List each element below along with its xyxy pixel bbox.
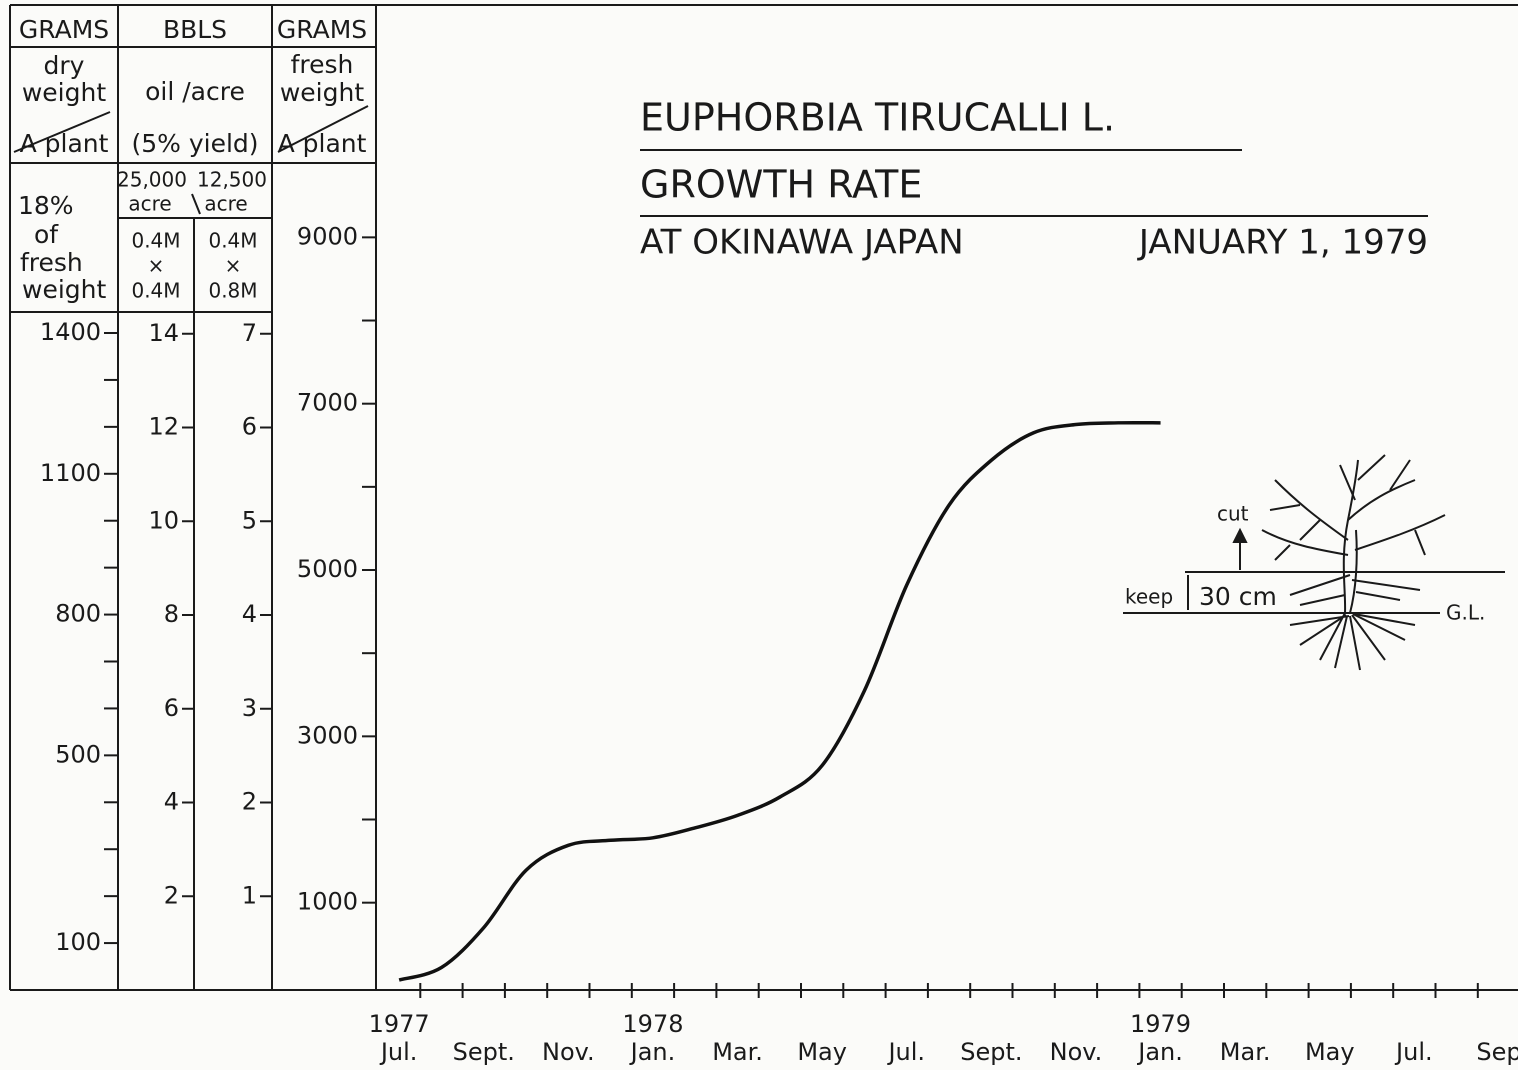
header: BBLS — [163, 15, 227, 44]
y-tick-label: 5 — [242, 506, 257, 534]
x-tick-label: Jul. — [379, 1038, 418, 1066]
plant-illustration — [1123, 455, 1505, 670]
y-tick-label: 7 — [242, 319, 257, 347]
note: fresh — [20, 248, 83, 277]
annotation: G.L. — [1446, 601, 1485, 625]
location: AT OKINAWA JAPAN — [640, 223, 964, 263]
y-tick-label: 8 — [164, 600, 179, 628]
y-tick-label: 3 — [242, 694, 257, 722]
x-tick-label: Nov. — [1050, 1038, 1103, 1066]
y-tick-label: 14 — [148, 319, 179, 347]
header: 0.4M — [131, 279, 180, 303]
y-tick-label: 100 — [55, 928, 101, 956]
y-tick-label: 9000 — [297, 222, 358, 250]
y-tick-label: 2 — [164, 881, 179, 909]
date: JANUARY 1, 1979 — [1137, 223, 1428, 263]
header: 12,500 — [197, 168, 267, 192]
roots — [1290, 613, 1415, 670]
x-tick-label: Jul. — [886, 1038, 925, 1066]
x-tick-label: Mar. — [1220, 1038, 1271, 1066]
y-tick-label: 4 — [242, 600, 257, 628]
header: oil /acre — [145, 77, 245, 106]
header: weight — [22, 78, 106, 107]
x-tick-label: Jul. — [1394, 1038, 1433, 1066]
divider — [192, 194, 200, 214]
header: fresh — [291, 50, 354, 79]
annotation: 30 cm — [1199, 582, 1277, 611]
header: 0.8M — [208, 279, 257, 303]
y-tick-label: 4 — [164, 788, 179, 816]
y-tick-label: 5000 — [297, 555, 358, 583]
y-tick-label: 800 — [55, 600, 101, 628]
y-tick-label: 10 — [148, 506, 179, 534]
y-tick-label: 6 — [164, 694, 179, 722]
growth-curve — [399, 423, 1160, 980]
chart-title: EUPHORBIA TIRUCALLI L. — [640, 96, 1115, 140]
y-tick-label: 500 — [55, 740, 101, 768]
y-tick-label: 1100 — [40, 459, 101, 487]
y-tick-label: 6 — [242, 413, 257, 441]
y-tick-label: 1 — [242, 881, 257, 909]
header: GRAMS — [277, 15, 367, 44]
header: × — [148, 254, 165, 278]
note: 18% — [18, 191, 74, 220]
chart-subtitle: GROWTH RATE — [640, 163, 922, 207]
note: of — [34, 220, 59, 249]
x-tick-label: May — [1305, 1038, 1355, 1066]
header: acre — [204, 192, 247, 216]
y-tick-label: 12 — [148, 413, 179, 441]
branches — [1262, 455, 1445, 605]
header: 0.4M — [131, 229, 180, 253]
page: GRAMS dry weight A plant 18% of fresh we… — [0, 0, 1518, 1070]
header: (5% yield) — [131, 129, 258, 158]
header: 25,000 — [117, 168, 187, 192]
y-tick-label: 7000 — [297, 389, 358, 417]
y-tick-label: 2 — [242, 788, 257, 816]
x-tick-label: Nov. — [542, 1038, 595, 1066]
header: A plant — [20, 129, 109, 158]
year-label: 1979 — [1130, 1010, 1191, 1038]
note: weight — [22, 275, 106, 304]
x-tick-label: Jan. — [629, 1038, 676, 1066]
x-tick-label: May — [797, 1038, 847, 1066]
y-tick-label: 1400 — [40, 318, 101, 346]
header: A plant — [278, 129, 367, 158]
annotation: keep — [1125, 585, 1173, 609]
header: × — [225, 254, 242, 278]
y-tick-label: 3000 — [297, 721, 358, 749]
x-tick-label: Sept. — [960, 1038, 1022, 1066]
annotation: cut — [1217, 502, 1249, 526]
arrowhead — [1234, 530, 1246, 542]
year-label: 1978 — [622, 1010, 683, 1038]
header: weight — [280, 78, 364, 107]
year-label: 1977 — [369, 1010, 430, 1038]
x-tick-label: Sep — [1476, 1038, 1518, 1066]
x-tick-label: Sept. — [453, 1038, 515, 1066]
x-tick-label: Jan. — [1136, 1038, 1183, 1066]
header: GRAMS — [19, 15, 109, 44]
header: dry — [44, 51, 85, 80]
x-tick-label: Mar. — [712, 1038, 763, 1066]
header: acre — [128, 192, 171, 216]
chart: GRAMS dry weight A plant 18% of fresh we… — [0, 0, 1518, 1070]
y-tick-label: 1000 — [297, 888, 358, 916]
header: 0.4M — [208, 229, 257, 253]
